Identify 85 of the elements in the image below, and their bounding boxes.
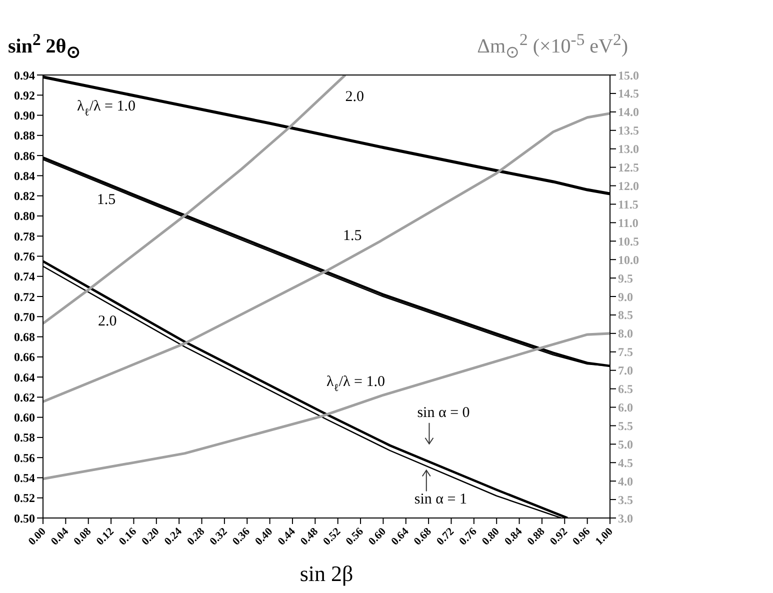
x-tick-label: 0.24 — [162, 525, 185, 548]
annotation: 2.0 — [345, 89, 364, 106]
y2-axis-title: Δm$_{⊙}$$^{2}$ (×10$^{-5}$ eV$^{2}$) — [477, 30, 628, 63]
y-tick-label: 0.52 — [14, 491, 35, 506]
x-tick-label: 0.76 — [457, 525, 480, 548]
x-tick-label: 0.68 — [412, 525, 434, 548]
annotation: λ$_{ℓ}$/λ = 1.0 — [326, 374, 385, 394]
y-tick-label: 0.66 — [14, 350, 35, 364]
y2-tick-label: 5.0 — [618, 437, 633, 452]
y-tick-label: 0.74 — [14, 270, 35, 284]
y2-tick-label: 12.5 — [618, 160, 639, 175]
x-tick-label: 0.48 — [298, 525, 321, 548]
x-tick-label: 0.44 — [276, 525, 298, 548]
y2-tick-label: 5.5 — [618, 418, 633, 433]
y-tick-label: 0.62 — [14, 390, 35, 404]
y-axis-title: sin$^{2}$ 2θ$_{⊙}$ — [8, 30, 80, 63]
x-tick-label: 0.88 — [525, 525, 548, 548]
annotation: λ$_{ℓ}$/λ = 1.0 — [77, 98, 136, 118]
annotation: 1.5 — [342, 228, 362, 245]
x-tick-label: 0.36 — [230, 525, 253, 548]
y2-tick-label: 13.5 — [618, 124, 639, 138]
y2-tick-label: 9.5 — [618, 271, 633, 286]
y-tick-label: 0.88 — [14, 128, 35, 143]
y2-tick-label: 10.0 — [618, 252, 639, 267]
x-axis-title: sin 2β — [298, 561, 354, 587]
y-tick-label: 0.82 — [14, 189, 35, 204]
x-tick-label: 0.16 — [116, 525, 140, 548]
y2-tick-label: 8.5 — [618, 308, 633, 322]
y-tick-label: 0.50 — [14, 511, 35, 526]
y2-tick-label: 6.0 — [618, 400, 633, 415]
y2-tick-label: 3.0 — [618, 511, 633, 526]
x-tick-label: 0.64 — [389, 525, 412, 548]
annotation: 2.0 — [98, 314, 117, 330]
y2-tick-label: 11.5 — [618, 197, 638, 212]
y-tick-label: 0.86 — [14, 148, 35, 163]
annotation: 1.5 — [96, 192, 116, 208]
annotation: sin α = 1 — [414, 492, 467, 508]
x-tick-label: 0.32 — [208, 525, 230, 548]
x-tick-label: 0.40 — [253, 525, 276, 548]
x-tick-label: 0.08 — [72, 525, 94, 548]
y2-tick-label: 4.5 — [618, 456, 633, 470]
x-tick-label: 0.12 — [94, 525, 117, 548]
y2-tick-label: 4.0 — [618, 474, 633, 488]
annotation: sin α = 0 — [417, 405, 470, 422]
y-tick-label: 0.64 — [14, 370, 35, 384]
y-tick-label: 0.60 — [14, 410, 35, 425]
x-tick-label: 0.72 — [434, 525, 457, 548]
y-tick-label: 0.72 — [14, 290, 35, 304]
x-tick-label: 0.60 — [366, 525, 389, 548]
x-tick-label: 0.96 — [570, 525, 593, 548]
x-tick-label: 0.04 — [48, 525, 72, 548]
y-tick-label: 0.68 — [14, 330, 35, 344]
y2-tick-label: 12.0 — [618, 179, 639, 194]
y-tick-label: 0.76 — [14, 249, 35, 264]
y2-tick-label: 14.5 — [618, 86, 639, 101]
y2-tick-label: 8.0 — [618, 326, 633, 341]
y-tick-label: 0.84 — [14, 168, 35, 183]
x-tick-label: 0.80 — [480, 525, 502, 548]
y2-tick-label: 6.5 — [618, 382, 633, 396]
y-tick-label: 0.94 — [14, 68, 35, 82]
x-tick-label: 0.28 — [184, 525, 208, 548]
x-tick-label: 1.00 — [593, 525, 616, 548]
x-tick-label: 0.20 — [140, 525, 162, 548]
x-tick-label: 0.52 — [321, 525, 344, 548]
y-tick-label: 0.92 — [14, 88, 35, 102]
y2-tick-label: 7.0 — [618, 364, 633, 378]
x-tick-label: 0.84 — [502, 525, 525, 548]
x-tick-label: 0.92 — [548, 525, 570, 548]
y2-tick-label: 11.0 — [618, 216, 638, 230]
y2-tick-label: 10.5 — [618, 234, 639, 248]
y-tick-label: 0.54 — [14, 470, 35, 485]
y2-tick-label: 7.5 — [618, 345, 633, 360]
y2-tick-label: 14.0 — [618, 105, 639, 120]
y-tick-label: 0.78 — [14, 229, 35, 244]
y2-tick-label: 15.0 — [618, 68, 639, 82]
y-tick-label: 0.56 — [14, 450, 35, 465]
y-tick-label: 0.90 — [14, 108, 35, 123]
x-tick-label: 0.56 — [344, 525, 366, 548]
y-tick-label: 0.70 — [14, 310, 35, 324]
y-tick-label: 0.58 — [14, 430, 35, 445]
y2-tick-label: 3.5 — [618, 492, 633, 507]
y2-tick-label: 9.0 — [618, 290, 633, 304]
y-tick-label: 0.80 — [14, 209, 35, 224]
y2-tick-label: 13.0 — [618, 142, 639, 156]
x-tick-label: 0.00 — [26, 525, 49, 548]
